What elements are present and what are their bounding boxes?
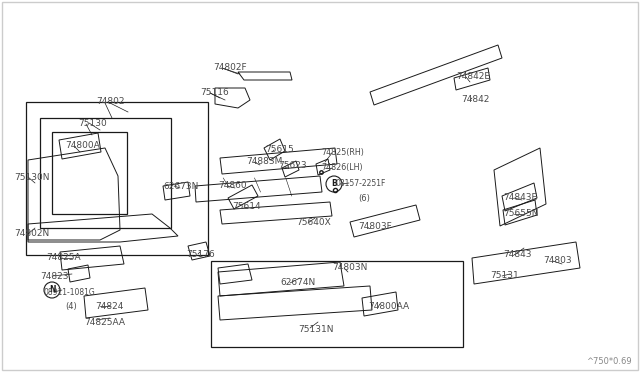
Text: 74825(RH): 74825(RH) [321, 148, 364, 157]
Text: 75116: 75116 [200, 88, 228, 97]
Text: 74803F: 74803F [358, 222, 392, 231]
Text: 74842E: 74842E [456, 72, 490, 81]
Text: 74803N: 74803N [332, 263, 367, 272]
Text: 74802: 74802 [96, 97, 125, 106]
Text: 74825A: 74825A [46, 253, 81, 262]
Text: 75640X: 75640X [296, 218, 331, 227]
Text: 75130N: 75130N [14, 173, 49, 182]
Text: (6): (6) [358, 194, 370, 203]
Text: 75131: 75131 [490, 271, 519, 280]
Circle shape [326, 176, 342, 192]
Text: 75130: 75130 [78, 119, 107, 128]
Text: 74842: 74842 [461, 95, 490, 104]
Circle shape [44, 282, 60, 298]
Text: 75614: 75614 [232, 202, 260, 211]
Text: 75131N: 75131N [298, 325, 333, 334]
Text: 74825AA: 74825AA [84, 318, 125, 327]
Text: 62673N: 62673N [163, 182, 198, 191]
Text: 62674N: 62674N [280, 278, 316, 287]
Text: (4): (4) [65, 302, 77, 311]
Text: ^750*0.69: ^750*0.69 [586, 357, 632, 366]
Text: 75623: 75623 [278, 161, 307, 170]
Bar [52, 132, 127, 214]
Text: 74860: 74860 [218, 181, 246, 190]
Text: B: B [331, 180, 337, 189]
Text: 74843: 74843 [503, 250, 531, 259]
Bar [40, 118, 171, 228]
Text: 74800AA: 74800AA [368, 302, 409, 311]
Text: 74826(LH): 74826(LH) [321, 163, 363, 172]
Text: 74843E: 74843E [503, 193, 537, 202]
Bar [211, 261, 463, 347]
Bar [26, 102, 208, 255]
Text: 08157-2251F: 08157-2251F [336, 179, 387, 188]
Text: 75655N: 75655N [503, 209, 538, 218]
Text: 74824: 74824 [95, 302, 124, 311]
Text: 08911-1081G: 08911-1081G [44, 288, 96, 297]
Text: 75615: 75615 [265, 145, 294, 154]
Text: 74802N: 74802N [14, 229, 49, 238]
Text: 74803: 74803 [543, 256, 572, 265]
Text: 74883M: 74883M [246, 157, 282, 166]
Text: 75176: 75176 [186, 250, 215, 259]
Text: 74800A: 74800A [65, 141, 100, 150]
Text: N: N [49, 285, 55, 295]
Text: 74802F: 74802F [213, 63, 246, 72]
Text: 74823: 74823 [40, 272, 68, 281]
